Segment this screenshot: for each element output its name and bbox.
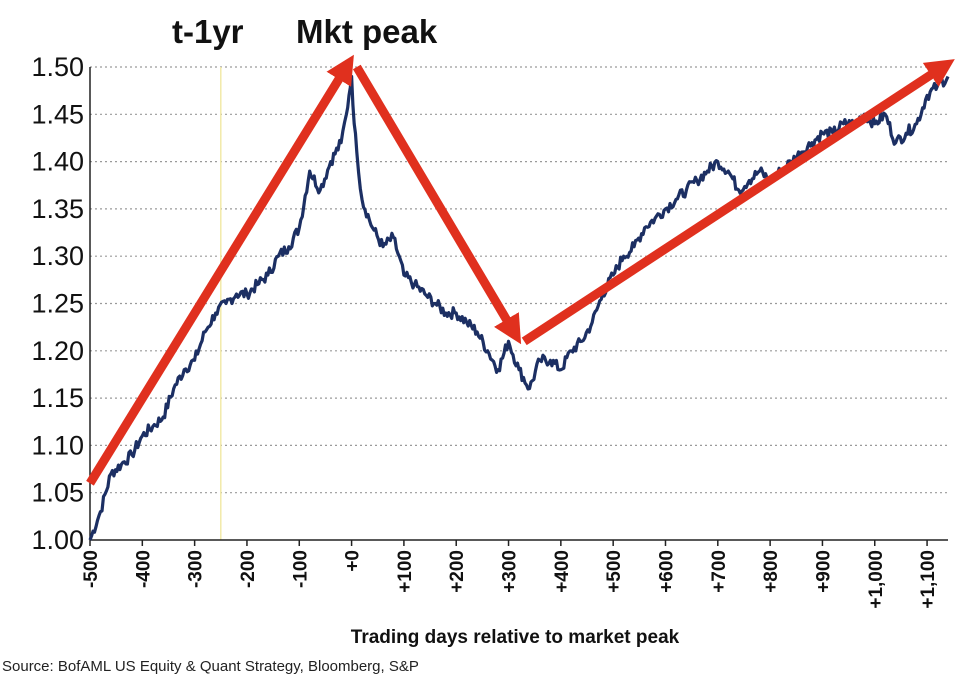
x-tick-label: +1,100 xyxy=(918,550,939,609)
x-tick-label: +200 xyxy=(447,550,468,593)
y-tick-label: 1.50 xyxy=(31,52,84,82)
x-tick-label: +500 xyxy=(604,550,625,593)
x-tick-label: +400 xyxy=(552,550,573,593)
y-tick-label: 1.10 xyxy=(31,430,84,460)
y-tick-label: 1.15 xyxy=(31,383,84,413)
y-tick-label: 1.25 xyxy=(31,289,84,319)
x-tick-label: -500 xyxy=(81,550,102,588)
x-tick-label: -100 xyxy=(290,550,311,588)
y-tick-label: 1.40 xyxy=(31,147,84,177)
x-tick-label: +300 xyxy=(500,550,521,593)
annotation-t-1yr: t-1yr xyxy=(172,13,244,50)
x-tick-label: -200 xyxy=(238,550,259,588)
x-tick-label: -400 xyxy=(133,550,154,588)
line-chart: 1.00 1.05 1.10 1.15 1.20 1.25 1.30 1.35 1.40 1.45… xyxy=(31,13,955,648)
x-tick-label: +900 xyxy=(813,550,834,593)
x-tick-label: +0 xyxy=(343,550,364,572)
x-tick-label: +100 xyxy=(395,550,416,593)
y-tick-label: 1.35 xyxy=(31,194,84,224)
x-axis: -500 -400 -300 -200 -100 +0 +100 +200 +300 +400 +5… xyxy=(81,539,948,609)
x-tick-label: -300 xyxy=(186,550,207,588)
source-note: Source: BofAML US Equity & Quant Strateg… xyxy=(2,658,419,675)
y-tick-label: 1.45 xyxy=(31,99,84,129)
x-axis-label: Trading days relative to market peak xyxy=(351,627,680,648)
y-tick-label: 1.30 xyxy=(31,241,84,271)
trend-arrow xyxy=(521,59,955,346)
trend-arrow xyxy=(352,64,522,345)
x-tick-label: +600 xyxy=(656,550,677,593)
y-tick-label: 1.20 xyxy=(31,336,84,366)
trend-arrow xyxy=(86,54,354,486)
y-tick-label: 1.05 xyxy=(31,478,84,508)
x-tick-label: +1,000 xyxy=(866,550,887,609)
annotation-mkt-peak: Mkt peak xyxy=(296,13,438,50)
y-tick-label: 1.00 xyxy=(31,525,84,555)
y-axis: 1.00 1.05 1.10 1.15 1.20 1.25 1.30 1.35 1.40 1.45… xyxy=(31,52,91,555)
x-tick-label: +700 xyxy=(709,550,730,593)
x-tick-label: +800 xyxy=(761,550,782,593)
trend-arrows xyxy=(86,54,955,486)
